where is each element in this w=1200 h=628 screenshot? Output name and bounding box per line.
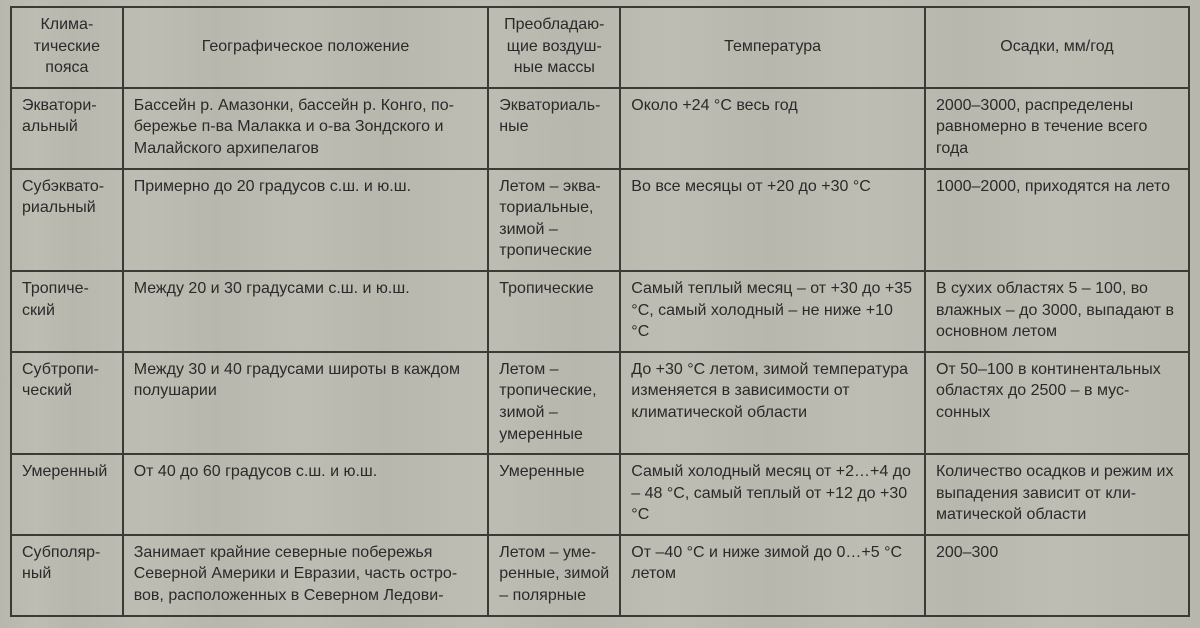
cell-location: От 40 до 60 градусов с.ш. и ю.ш. xyxy=(123,454,489,535)
table-row: Субполяр­ный Занимает крайние северные п… xyxy=(11,535,1189,616)
cell-location: Занимает крайние северные побережья Севе… xyxy=(123,535,489,616)
col-header-air: Преобладаю­щие воздуш­ные массы xyxy=(488,7,620,88)
cell-air: Летом – тропи­ческие, зимой – умеренные xyxy=(488,352,620,454)
cell-precip: От 50–100 в континентальных областях до … xyxy=(925,352,1189,454)
col-header-precip: Осадки, мм/год xyxy=(925,7,1189,88)
table-body: Экватори­альный Бассейн р. Амазонки, бас… xyxy=(11,88,1189,616)
cell-temp: Около +24 °C весь год xyxy=(620,88,925,169)
cell-precip: 200–300 xyxy=(925,535,1189,616)
cell-air: Экваториаль­ные xyxy=(488,88,620,169)
col-header-temp: Температура xyxy=(620,7,925,88)
cell-temp: До +30 °C летом, зимой темпе­ратура изме… xyxy=(620,352,925,454)
cell-air: Летом – уме­ренные, зи­мой – полярные xyxy=(488,535,620,616)
table-row: Экватори­альный Бассейн р. Амазонки, бас… xyxy=(11,88,1189,169)
cell-precip: В сухих областях 5 – 100, во влажных – д… xyxy=(925,271,1189,352)
cell-location: Между 20 и 30 градусами с.ш. и ю.ш. xyxy=(123,271,489,352)
climate-table: Клима­тические пояса Географическое поло… xyxy=(10,6,1190,617)
cell-zone: Субполяр­ный xyxy=(11,535,123,616)
cell-temp: Во все месяцы от +20 до +30 °C xyxy=(620,169,925,271)
cell-temp: От –40 °C и ниже зимой до 0…+5 °C летом xyxy=(620,535,925,616)
cell-temp: Самый теплый месяц – от +30 до +35 °C, с… xyxy=(620,271,925,352)
cell-air: Летом – эква­ториальные, зимой – тропи­ч… xyxy=(488,169,620,271)
page: Клима­тические пояса Географическое поло… xyxy=(0,0,1200,628)
cell-air: Тропические xyxy=(488,271,620,352)
cell-precip: 2000–3000, распределены равномерно в теч… xyxy=(925,88,1189,169)
cell-location: Примерно до 20 градусов с.ш. и ю.ш. xyxy=(123,169,489,271)
cell-location: Между 30 и 40 градусами широты в каждом … xyxy=(123,352,489,454)
table-row: Субэквато­риальный Примерно до 20 градус… xyxy=(11,169,1189,271)
cell-temp: Самый холодный месяц от +2…+4 до – 48 °C… xyxy=(620,454,925,535)
cell-precip: 1000–2000, приходятся на лето xyxy=(925,169,1189,271)
cell-precip: Количество осадков и режим их выпадения … xyxy=(925,454,1189,535)
table-header-row: Клима­тические пояса Географическое поло… xyxy=(11,7,1189,88)
table-row: Умеренный От 40 до 60 градусов с.ш. и ю.… xyxy=(11,454,1189,535)
cell-zone: Субэквато­риальный xyxy=(11,169,123,271)
cell-zone: Экватори­альный xyxy=(11,88,123,169)
table-row: Субтропи­ческий Между 30 и 40 градусами … xyxy=(11,352,1189,454)
cell-air: Умеренные xyxy=(488,454,620,535)
col-header-location: Географическое положение xyxy=(123,7,489,88)
cell-zone: Умеренный xyxy=(11,454,123,535)
table-row: Тропиче­ский Между 20 и 30 градусами с.ш… xyxy=(11,271,1189,352)
col-header-zone: Клима­тические пояса xyxy=(11,7,123,88)
cell-zone: Субтропи­ческий xyxy=(11,352,123,454)
cell-location: Бассейн р. Амазонки, бассейн р. Конго, п… xyxy=(123,88,489,169)
cell-zone: Тропиче­ский xyxy=(11,271,123,352)
